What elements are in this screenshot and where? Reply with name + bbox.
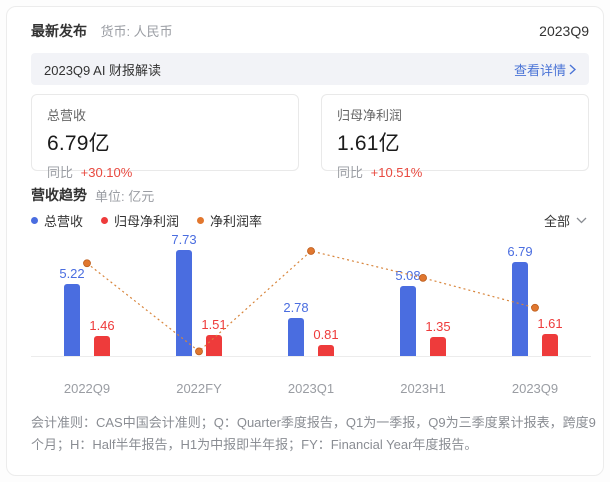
revenue-bar-2023Q9[interactable]	[512, 262, 528, 356]
revenue-bar-2023Q1[interactable]	[288, 318, 304, 356]
net-profit-bar-2023H1[interactable]	[430, 337, 446, 356]
legend-item-net-margin[interactable]: 净利润率	[197, 211, 262, 230]
legend-label: 归母净利润	[114, 213, 180, 229]
bar-value-label: 1.51	[201, 317, 227, 332]
chart-category-axis: 2022Q9 2022FY 2023Q1 2023H1 2023Q9	[31, 381, 591, 397]
filter-label: 全部	[543, 213, 570, 229]
currency-label: 货币: 人民币	[100, 24, 173, 39]
net-margin-line-series	[83, 247, 539, 356]
bar-value-label: 1.46	[89, 318, 115, 333]
legend-dot-blue	[31, 216, 38, 224]
stat-yoy: 同比 +30.10%	[47, 162, 283, 181]
trend-section-header: 营收趋势 单位: 亿元	[31, 185, 589, 205]
category-label-2023Q1: 2023Q1	[287, 381, 335, 396]
page-title: 最新发布	[31, 23, 87, 39]
net-profit-card: 归母净利润 1.61亿 同比 +10.51%	[321, 94, 589, 180]
yoy-value: +30.10%	[80, 165, 133, 180]
bar-value-label: 6.79	[507, 244, 533, 259]
legend-label: 总营收	[44, 213, 84, 229]
category-label-2023Q9: 2023Q9	[511, 381, 559, 396]
legend-dot-orange	[197, 216, 205, 224]
category-label-2022Q9: 2022Q9	[63, 381, 111, 396]
yoy-value: +10.51%	[370, 165, 423, 180]
bar-value-label: 1.61	[537, 316, 563, 331]
bar-value-label: 2.78	[283, 300, 309, 315]
bar-value-label: 0.81	[313, 327, 339, 342]
category-label-2022FY: 2022FY	[176, 381, 222, 396]
chevron-down-icon	[576, 217, 587, 223]
net-profit-bar-2023Q9[interactable]	[542, 334, 558, 356]
view-details-link[interactable]: 查看详情	[514, 60, 576, 79]
report-period: 2023Q9	[539, 23, 589, 39]
yoy-label: 同比	[47, 165, 74, 180]
ai-report-banner[interactable]: 2023Q9 AI 财报解读 查看详情	[31, 53, 589, 85]
stat-value: 1.61亿	[337, 132, 400, 155]
unit-label: 单位: 亿元	[95, 188, 155, 204]
stat-label: 总营收	[47, 108, 87, 123]
net-profit-bar-2022FY[interactable]	[206, 335, 222, 356]
net-profit-bar-2023Q1[interactable]	[318, 345, 334, 356]
category-label-2023H1: 2023H1	[400, 381, 446, 396]
stat-cards-row: 总营收 6.79亿 同比 +30.10% 归母净利润 1.61亿 同比 +10.…	[31, 94, 589, 180]
legend-dot-red	[101, 216, 109, 224]
net-margin-line	[86, 250, 536, 353]
net-margin-point-2023Q9[interactable]	[531, 303, 539, 312]
net-margin-point-2023Q1[interactable]	[307, 247, 315, 255]
header-left: 最新发布 货币: 人民币	[31, 21, 173, 41]
stat-label: 归母净利润	[337, 108, 403, 123]
total-revenue-card: 总营收 6.79亿 同比 +30.10%	[31, 94, 299, 180]
net-margin-point-2023H1[interactable]	[419, 273, 427, 282]
section-title: 营收趋势	[31, 187, 87, 203]
chevron-right-icon	[569, 63, 576, 75]
legend-row: 总营收 归母净利润 净利润率 全部	[31, 211, 589, 229]
revenue-bar-2022Q9[interactable]	[64, 284, 80, 356]
net-margin-point-2022Q9[interactable]	[83, 259, 91, 268]
header-row: 最新发布 货币: 人民币 2023Q9	[31, 21, 589, 41]
bar-value-label: 7.73	[171, 232, 197, 247]
net-profit-bar-2022Q9[interactable]	[94, 336, 110, 356]
view-details-label: 查看详情	[513, 62, 566, 78]
bar-value-label: 5.08	[395, 268, 421, 283]
chart-legend: 总营收 归母净利润 净利润率	[31, 211, 262, 230]
chart-plot-area: 5.22 1.46 7.73 1.51 2.78 0.81 5.08 1.35 6.79 1.61	[31, 232, 591, 357]
revenue-bar-2023H1[interactable]	[400, 286, 416, 356]
revenue-bar-2022FY[interactable]	[176, 250, 192, 356]
legend-label: 净利润率	[210, 213, 263, 229]
net-margin-point-2022FY[interactable]	[195, 347, 203, 356]
yoy-label: 同比	[337, 165, 364, 180]
stat-value: 6.79亿	[47, 132, 110, 155]
legend-item-revenue[interactable]: 总营收	[31, 211, 83, 230]
financial-report-card: 最新发布 货币: 人民币 2023Q9 2023Q9 AI 财报解读 查看详情 …	[6, 6, 604, 476]
range-filter-dropdown[interactable]: 全部	[544, 211, 589, 230]
bar-value-label: 1.35	[425, 319, 451, 334]
accounting-footnote: 会计准则：CAS中国会计准则；Q：Quarter季度报告，Q1为一季报，Q9为三…	[31, 415, 596, 453]
legend-item-net-profit[interactable]: 归母净利润	[101, 211, 179, 230]
revenue-trend-chart: 5.22 1.46 7.73 1.51 2.78 0.81 5.08 1.35 6.79 1.61…	[31, 232, 591, 397]
banner-title: 2023Q9 AI 财报解读	[44, 62, 162, 78]
bar-value-label: 5.22	[59, 266, 85, 281]
stat-yoy: 同比 +10.51%	[337, 162, 573, 181]
